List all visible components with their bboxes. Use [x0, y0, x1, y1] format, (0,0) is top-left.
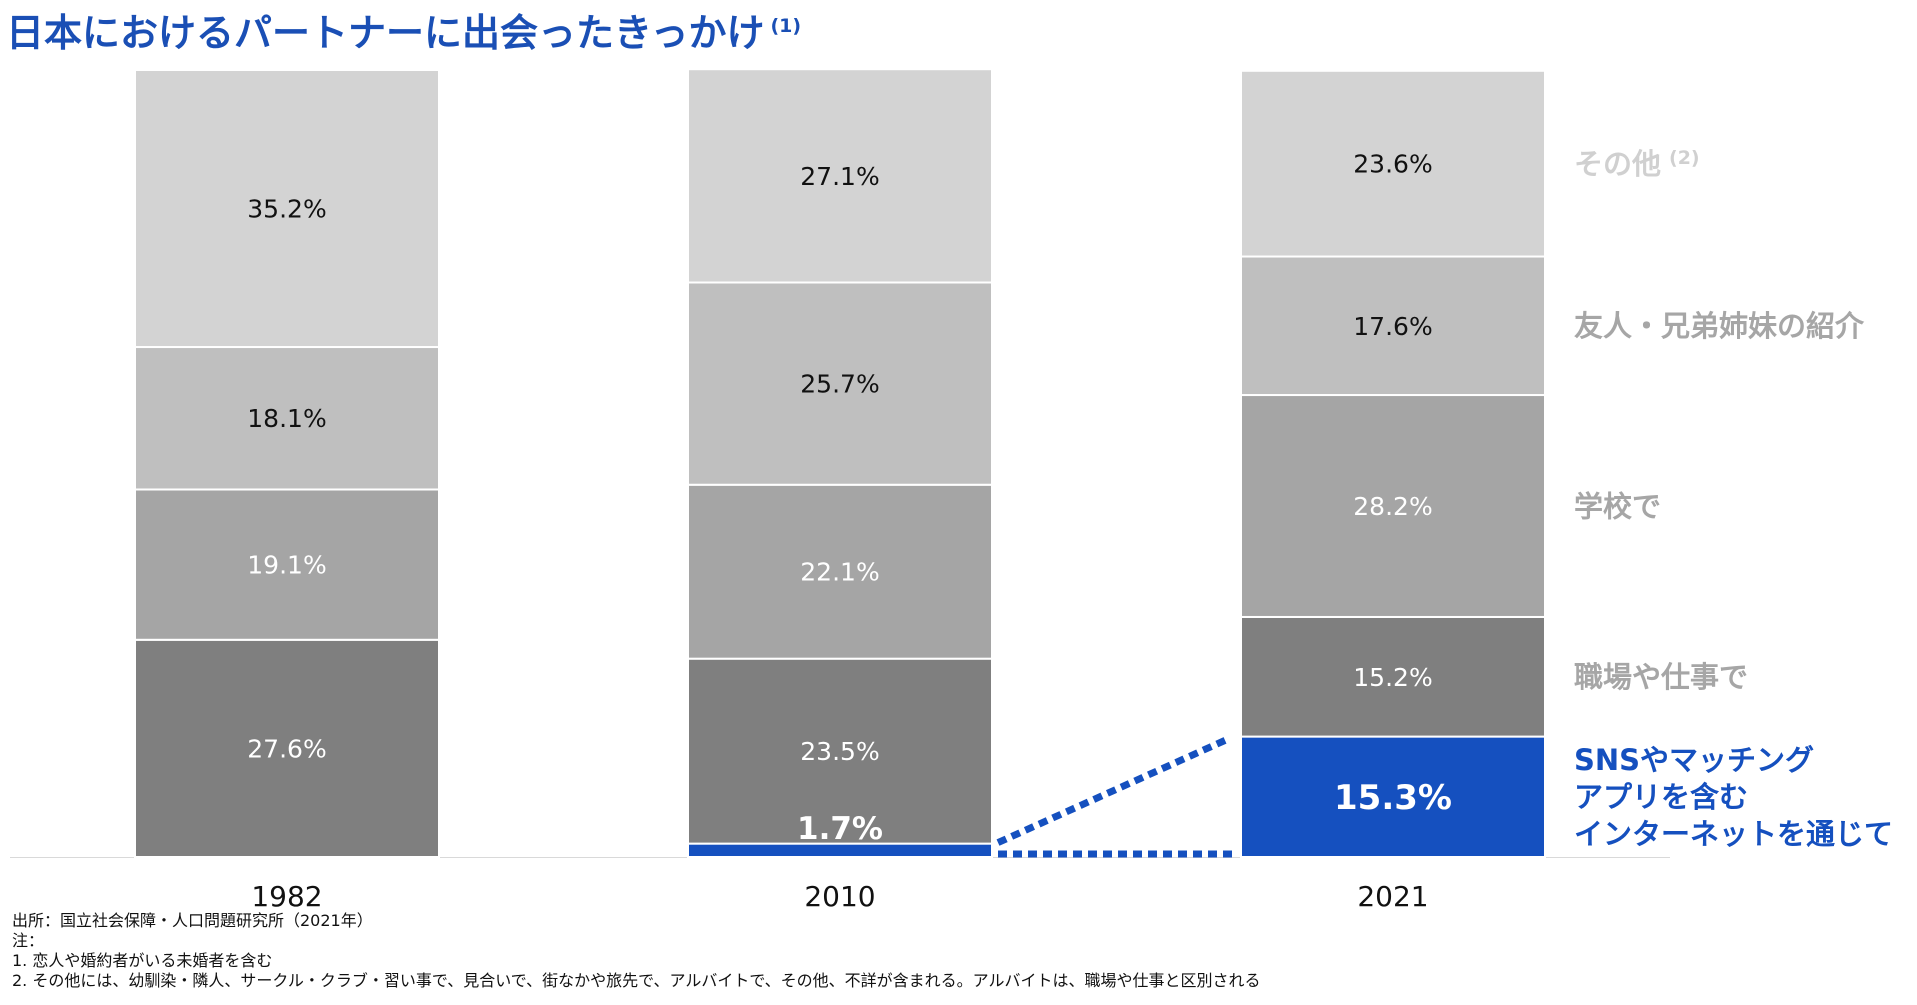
- bar-segment-1982-s3: [134, 346, 440, 491]
- connector-line-top: [996, 735, 1231, 846]
- bar-segment-2010-s1: [687, 657, 993, 845]
- legend-label-s0-line0: SNSやマッチング: [1574, 743, 1814, 777]
- data-label-2021-s1: 15.2%: [1353, 663, 1432, 692]
- data-label-2010-s1: 23.5%: [800, 737, 879, 766]
- source-text: 出所：国立社会保障・人口問題研究所（2021年）: [12, 911, 373, 930]
- x-tick-label-1982: 1982: [251, 880, 322, 910]
- note-2: 2. その他には、幼馴染・隣人、サークル・クラブ・習い事で、見合いで、街なかや旅…: [12, 971, 1261, 990]
- data-label-2021-s2: 28.2%: [1353, 492, 1432, 521]
- x-tick-label-2010: 2010: [804, 880, 875, 910]
- legend-label-s2-line0: 学校で: [1574, 489, 1661, 523]
- note-1: 1. 恋人や婚約者がいる未婚者を含む: [12, 951, 273, 970]
- legend-label-s4-line0: その他 (2): [1574, 147, 1700, 181]
- bar-segment-1982-s1: [134, 638, 440, 859]
- data-label-2010-s0: 1.7%: [797, 811, 883, 847]
- data-label-1982-s2: 19.1%: [247, 551, 326, 580]
- data-label-1982-s4: 35.2%: [247, 195, 326, 224]
- data-label-2021-s3: 17.6%: [1353, 312, 1432, 341]
- data-label-2021-s4: 23.6%: [1353, 150, 1432, 179]
- bar-segment-2010-s2: [687, 483, 993, 660]
- bar-segment-2021-s2: [1240, 394, 1546, 618]
- bar-segment-2021-s1: [1240, 615, 1546, 738]
- title-note: (1): [770, 15, 802, 37]
- bar-segment-2021-s0: [1240, 735, 1546, 858]
- bar-segment-2021-s4: [1240, 69, 1546, 258]
- data-label-2010-s2: 22.1%: [800, 558, 879, 587]
- data-label-1982-s1: 27.6%: [247, 734, 326, 763]
- legend-label-s1-line0: 職場や仕事で: [1574, 660, 1748, 694]
- legend-label-s3-line0: 友人・兄弟姉妹の紹介: [1574, 309, 1865, 343]
- notes-heading: 注：: [12, 931, 45, 950]
- bar-segment-2010-s3: [687, 281, 993, 486]
- stacked-bar-chart: 1982 2010 2021 1.7% 15.3% 27.6% 23.5% 15.2% 19.1…: [10, 68, 1893, 910]
- chart-title: 日本におけるパートナーに出会ったきっかけ (1): [6, 11, 802, 55]
- legend-label-s0-line2: インターネットを通じて: [1574, 817, 1893, 851]
- bar-segment-2010-s4: [687, 68, 993, 284]
- data-label-1982-s3: 18.1%: [247, 404, 326, 433]
- data-label-2010-s4: 27.1%: [800, 162, 879, 191]
- legend-note-s4: (2): [1669, 147, 1700, 169]
- legend-label-s0-line1: アプリを含む: [1574, 780, 1748, 814]
- x-tick-label-2021: 2021: [1357, 880, 1428, 910]
- footer-notes: 出所：国立社会保障・人口問題研究所（2021年） 注： 1. 恋人や婚約者がいる…: [12, 911, 1261, 991]
- bar-segment-1982-s4: [134, 69, 440, 349]
- data-label-2010-s3: 25.7%: [800, 370, 879, 399]
- data-label-2021-s0: 15.3%: [1334, 778, 1452, 818]
